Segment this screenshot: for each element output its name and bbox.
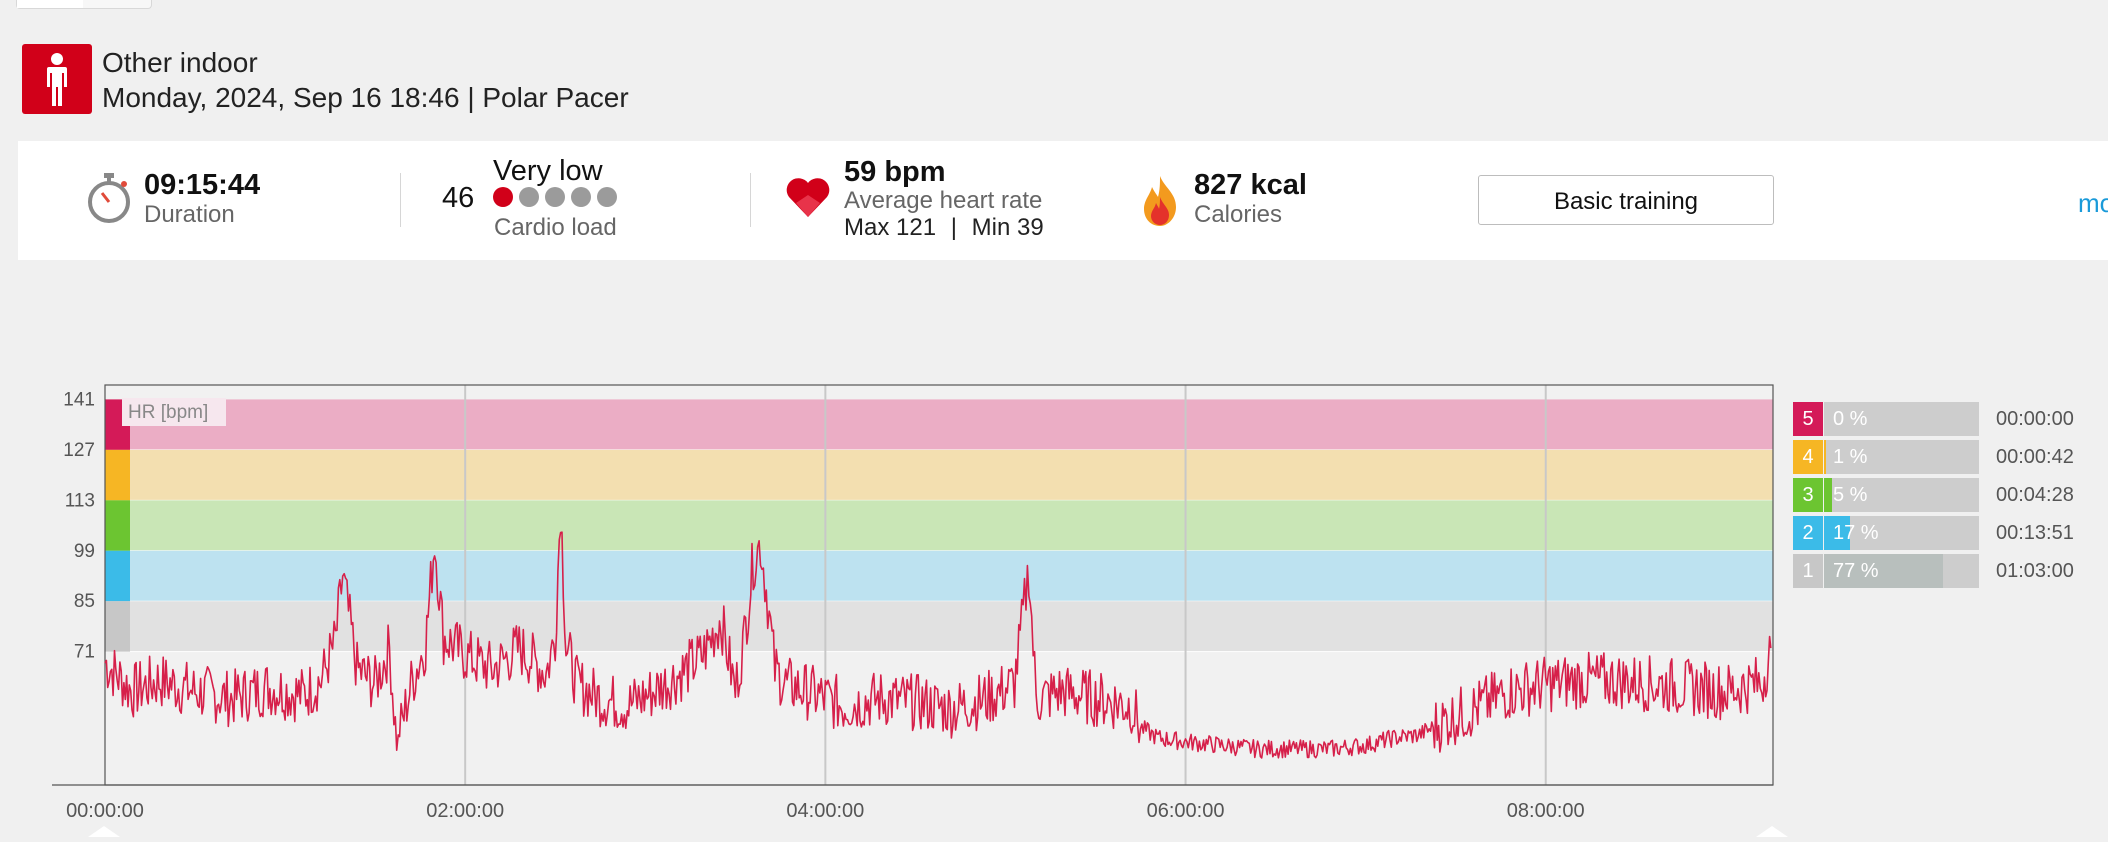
x-tick-label: 04:00:00: [786, 800, 864, 822]
zone-row-1: 1 77 %: [1793, 554, 1979, 588]
summary-panel: 09:15:44 Duration 46 Very low Cardio loa…: [18, 141, 2108, 260]
zone-row-2: 2 17 %: [1793, 516, 1979, 550]
zone-strip-4: [105, 449, 130, 501]
calories-value: 827 kcal: [1194, 169, 1307, 201]
hr-max: Max 121: [844, 214, 937, 241]
zone-track: [1824, 516, 1979, 550]
x-tick-label: 00:00:00: [66, 800, 144, 822]
cardio-load-dots: [493, 187, 623, 212]
zone-band-3: [105, 500, 1773, 551]
hr-label-bg: [122, 398, 226, 426]
zone-percent: 77 %: [1833, 560, 1879, 582]
duration-label: Duration: [144, 201, 235, 228]
heart-rate-chart: HR [bpm] 141 127 113 99 85 71 00:00:00 02:00:0…: [0, 370, 1790, 842]
zone-number: 5: [1793, 402, 1823, 436]
cardio-dot: [597, 187, 617, 207]
zone-row-3: 3 5 %: [1793, 478, 1979, 512]
zone-color-strip: [105, 399, 130, 652]
zone-bands: [105, 399, 1773, 653]
x-tick-label: 06:00:00: [1147, 800, 1225, 822]
range-handle-left-icon[interactable]: [88, 826, 120, 837]
cardio-dot: [519, 187, 539, 207]
zone-time: 00:04:28: [1996, 484, 2074, 506]
cardio-load-level: Very low: [493, 155, 603, 187]
zone-strip-3: [105, 500, 130, 551]
x-axis-ticks: 00:00:00 02:00:00 04:00:00 06:00:00 08:00:00: [66, 800, 1585, 822]
cardio-dot-filled: [493, 187, 513, 207]
divider: [750, 173, 751, 227]
zone-time: 00:00:00: [1996, 408, 2074, 430]
zone-percent: 5 %: [1833, 484, 1868, 506]
zone-row-5: 5 0 %: [1793, 402, 1979, 436]
flame-icon: [1140, 175, 1180, 232]
hr-axis-label: HR [bpm]: [122, 398, 226, 426]
zone-number: 1: [1793, 554, 1823, 588]
zone-fill: [1824, 554, 1944, 588]
view-tabs[interactable]: [16, 0, 152, 9]
hr-min: Min 39: [971, 214, 1044, 241]
more-link[interactable]: mo: [2078, 188, 2108, 218]
y-tick-label: 99: [74, 541, 95, 562]
y-tick-label: 127: [63, 440, 95, 461]
zone-time: 00:13:51: [1996, 522, 2074, 544]
zone-track: [1824, 478, 1979, 512]
y-tick-label: 113: [65, 490, 95, 511]
hr-chart-svg: HR [bpm] 141 127 113 99 85 71 00:00:00 02:00:0…: [52, 384, 1788, 837]
cardio-dot: [571, 187, 591, 207]
range-handle-right-icon[interactable]: [1756, 826, 1788, 837]
x-tick-label: 02:00:00: [426, 800, 504, 822]
zone-number: 4: [1793, 440, 1823, 474]
cardio-dot: [545, 187, 565, 207]
sport-title: Other indoor: [102, 47, 258, 78]
session-datetime: Monday, 2024, Sep 16 18:46 | Polar Pacer: [102, 82, 629, 113]
zone-fill: [1824, 516, 1851, 550]
hr-series-line: [104, 531, 1772, 759]
x-tick-label: 08:00:00: [1507, 800, 1585, 822]
zone-time: 00:00:42: [1996, 446, 2074, 468]
person-icon: [22, 44, 92, 114]
y-tick-label: 71: [74, 642, 95, 663]
zone-number: 3: [1793, 478, 1823, 512]
zone-band-4: [105, 449, 1773, 501]
y-tick-label: 85: [74, 591, 95, 612]
zone-strip-1: [105, 601, 130, 652]
zone-track: [1824, 554, 1979, 588]
zone-number: 2: [1793, 516, 1823, 550]
zone-fill: [1824, 478, 1832, 512]
duration-value: 09:15:44: [144, 169, 261, 201]
zone-percent: 0 %: [1833, 408, 1868, 430]
hr-label-text: HR [bpm]: [128, 402, 208, 423]
training-benefit-button[interactable]: Basic training: [1478, 175, 1774, 225]
zone-band-2: [105, 550, 1773, 602]
zone-row-4: 4 1 %: [1793, 440, 1979, 474]
zone-fill: [1824, 440, 1826, 474]
zone-percent: 1 %: [1833, 446, 1868, 468]
divider: [400, 173, 401, 227]
zone-band-1: [105, 601, 1773, 652]
zone-time: 01:03:00: [1996, 560, 2074, 582]
zone-track: [1824, 402, 1979, 436]
cardio-load-value: 46: [442, 182, 475, 214]
active-tab[interactable]: [17, 0, 83, 8]
zone-band-5: [105, 399, 1773, 450]
avg-hr-label: Average heart rate: [844, 187, 1043, 214]
calories-label: Calories: [1194, 201, 1283, 228]
hr-max-min: Max 121 | Min 39: [844, 214, 1044, 242]
zone-strip-2: [105, 550, 130, 602]
zone-percent: 17 %: [1833, 522, 1879, 544]
vertical-gridlines: [464, 385, 1547, 785]
cardio-load-label: Cardio load: [494, 214, 617, 241]
avg-hr-value: 59 bpm: [844, 156, 946, 188]
zone-track: [1824, 440, 1979, 474]
y-tick-label: 141: [63, 389, 95, 410]
hr-separator: |: [950, 214, 957, 241]
stopwatch-icon: [86, 173, 132, 230]
y-axis-ticks: 141 127 113 99 85 71: [63, 389, 95, 662]
heart-icon: [785, 175, 831, 224]
